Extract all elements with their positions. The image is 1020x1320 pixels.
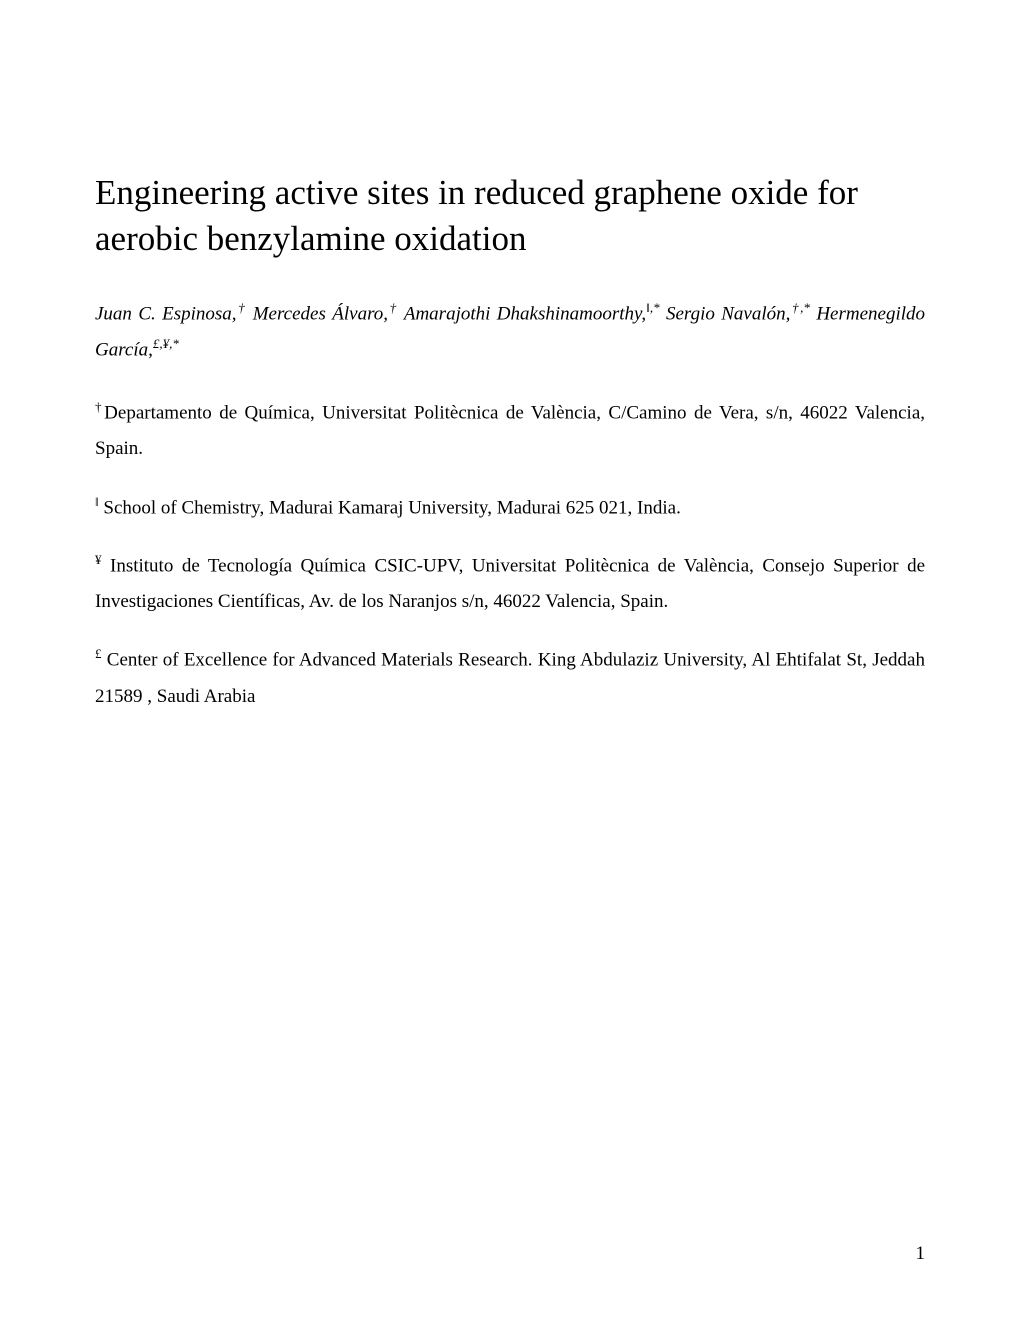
affiliation-3-text: Instituto de Tecnología Química CSIC-UPV… — [95, 555, 925, 612]
author-5-affil: £,¥,* — [153, 336, 179, 351]
affiliation-3: ¥ Instituto de Tecnología Química CSIC-U… — [95, 548, 925, 621]
affiliation-2: ǁ School of Chemistry, Madurai Kamaraj U… — [95, 490, 925, 526]
author-2-name: Mercedes Álvaro, — [253, 303, 388, 324]
author-3-affil: ǁ,* — [646, 300, 659, 315]
affiliation-4-text: Center of Excellence for Advanced Materi… — [95, 650, 925, 707]
author-1-name: Juan C. Espinosa, — [95, 303, 237, 324]
author-1-affil: † — [237, 300, 247, 315]
affiliation-1: †Departamento de Química, Universitat Po… — [95, 395, 925, 468]
page-number: 1 — [916, 1243, 926, 1265]
author-list: Juan C. Espinosa,† Mercedes Álvaro,† Ama… — [95, 296, 925, 367]
affiliation-4: £ Center of Excellence for Advanced Mate… — [95, 642, 925, 715]
affiliation-1-symbol: † — [95, 399, 104, 414]
author-2-affil: † — [388, 300, 398, 315]
author-4-name: Sergio Navalón, — [666, 303, 790, 324]
author-3-name: Amarajothi Dhakshinamoorthy, — [404, 303, 646, 324]
paper-title: Engineering active sites in reduced grap… — [95, 170, 925, 261]
affiliation-1-text: Departamento de Química, Universitat Pol… — [95, 402, 925, 459]
author-4-affil: †,* — [790, 300, 810, 315]
affiliation-2-text: School of Chemistry, Madurai Kamaraj Uni… — [99, 497, 681, 518]
